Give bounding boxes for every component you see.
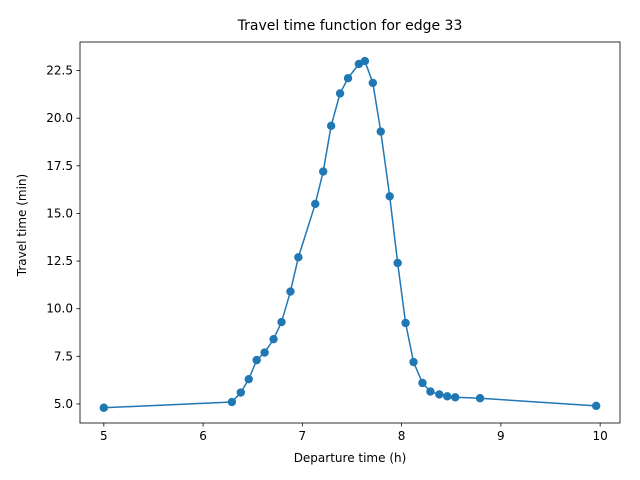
- data-point: [277, 317, 286, 327]
- data-point: [591, 401, 601, 411]
- data-point: [360, 56, 370, 66]
- x-tick-label: 6: [199, 429, 207, 443]
- data-point: [260, 348, 269, 357]
- y-axis-label: Travel time (min): [15, 174, 29, 277]
- data-point: [294, 253, 303, 262]
- y-tick-label: 17.5: [46, 159, 73, 173]
- data-point: [393, 258, 402, 268]
- x-tick-label: 5: [100, 429, 108, 443]
- x-tick-label: 8: [398, 429, 406, 443]
- data-point: [227, 397, 237, 407]
- data-point: [318, 167, 328, 176]
- axes-frame: [79, 41, 621, 424]
- data-point: [451, 393, 460, 402]
- data-point: [269, 334, 278, 344]
- data-point: [409, 357, 418, 367]
- data-point: [443, 392, 452, 401]
- y-tick-label: 7.5: [54, 349, 73, 363]
- data-point: [335, 89, 345, 98]
- data-point: [99, 403, 109, 412]
- data-point: [368, 78, 378, 88]
- y-tick-label: 5.0: [54, 397, 73, 411]
- plot-area: 5 6 7 8 9 10 5.0 7.5 10.0 12.5 15.0 17.5 20.0 22.5: [46, 41, 621, 443]
- data-point: [385, 192, 394, 201]
- data-point: [252, 355, 261, 365]
- y-tick-label: 20.0: [46, 111, 73, 125]
- chart-title: Travel time function for edge 33: [237, 18, 463, 34]
- data-point: [286, 287, 295, 296]
- y-tick-label: 22.5: [46, 64, 73, 78]
- data-point: [401, 318, 410, 328]
- y-tick-label: 12.5: [46, 254, 73, 268]
- x-tick-label: 10: [593, 429, 608, 443]
- x-axis-label: Departure time (h): [294, 451, 407, 465]
- data-point: [426, 387, 435, 396]
- data-point: [376, 127, 385, 136]
- y-tick-label: 10.0: [46, 302, 73, 316]
- data-point: [311, 199, 320, 209]
- data-point: [435, 390, 444, 399]
- data-point: [244, 374, 253, 384]
- y-tick-label: 15.0: [46, 206, 73, 220]
- data-point: [236, 388, 246, 397]
- data-point: [343, 73, 353, 83]
- x-tick-label: 7: [299, 429, 307, 443]
- x-tick-label: 9: [497, 429, 505, 443]
- data-point: [475, 394, 485, 403]
- data-point: [326, 121, 336, 131]
- data-point: [418, 378, 427, 388]
